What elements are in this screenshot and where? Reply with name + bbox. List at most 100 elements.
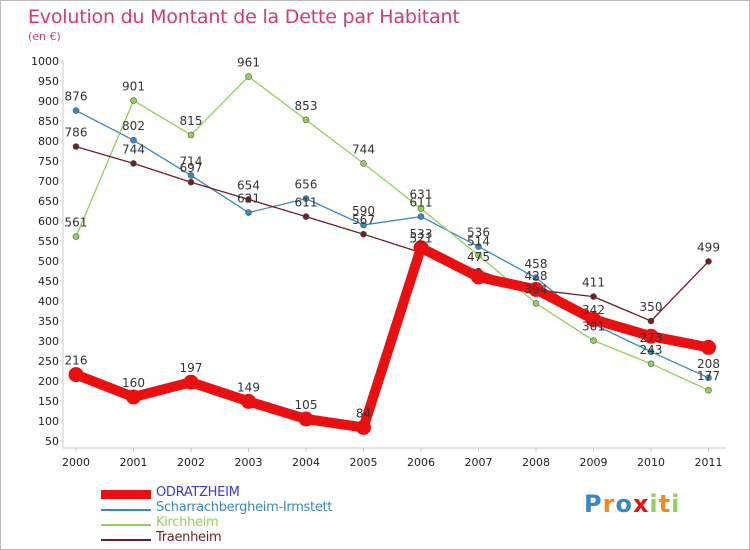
logo-letter: P	[584, 490, 603, 518]
y-tick-label: 800	[38, 135, 59, 148]
data-point	[360, 160, 367, 167]
data-label: 714	[180, 154, 203, 168]
legend-swatch	[101, 490, 151, 499]
data-point	[245, 209, 252, 216]
data-label: 350	[640, 300, 663, 314]
data-label: 815	[180, 114, 203, 128]
y-tick-label: 450	[38, 275, 59, 288]
legend-swatch	[101, 509, 151, 511]
data-label: 654	[237, 178, 260, 192]
data-point	[241, 393, 256, 409]
data-point	[647, 348, 655, 356]
legend-label: Traenheim	[156, 530, 222, 545]
data-label: 536	[467, 226, 490, 240]
logo-letter: t	[658, 490, 672, 518]
series-line-Traenheim	[75, 145, 710, 322]
data-point	[130, 136, 137, 144]
y-tick-label: 150	[38, 395, 59, 408]
data-point	[72, 107, 80, 114]
x-tick-label: 2006	[407, 456, 435, 469]
legend-swatch	[101, 524, 151, 526]
data-point	[68, 367, 84, 383]
y-tick-label: 950	[38, 75, 59, 88]
data-label: 521	[410, 232, 433, 246]
data-point	[471, 269, 486, 285]
logo-letter: i	[671, 490, 681, 518]
y-tick-label: 850	[38, 115, 59, 128]
data-point	[245, 73, 252, 80]
data-point	[705, 374, 712, 382]
data-point	[647, 317, 655, 325]
data-label: 533	[410, 227, 433, 241]
data-label: 961	[237, 56, 260, 70]
data-point	[475, 252, 482, 259]
data-point	[705, 258, 712, 265]
data-label: 499	[697, 240, 720, 254]
x-tick-label: 2001	[120, 456, 148, 469]
data-point	[643, 328, 659, 344]
data-point	[701, 339, 716, 355]
data-label: 428	[525, 269, 548, 283]
data-point	[183, 374, 199, 390]
data-label: 84	[356, 406, 371, 420]
data-label: 656	[295, 178, 318, 192]
data-label: 301	[582, 320, 605, 334]
y-tick-label: 300	[38, 335, 59, 348]
y-tick-label: 500	[38, 255, 59, 268]
data-label: 876	[65, 90, 88, 104]
series-line-Scharrachbergheim-Irmstett	[75, 109, 710, 379]
data-label: 567	[352, 213, 375, 227]
data-label: 160	[122, 376, 145, 390]
data-label: 786	[65, 126, 88, 140]
x-tick-label: 2008	[522, 456, 550, 469]
data-point	[647, 360, 655, 368]
data-point	[130, 97, 137, 104]
x-tick-label: 2009	[580, 456, 608, 469]
data-labels: 216 160 197 149 105 84 533 876 802 714 621 656 590 61…	[65, 56, 720, 421]
data-point	[126, 389, 141, 405]
data-point	[586, 311, 601, 327]
data-label: 394	[525, 282, 548, 296]
y-tick-label: 50	[45, 435, 59, 448]
legend-label: Kirchheim	[156, 515, 219, 530]
legend-label: Scharrachbergheim-Irmstett	[156, 500, 333, 515]
data-point	[302, 213, 310, 220]
data-point	[356, 419, 371, 435]
data-point	[417, 205, 425, 212]
data-label: 208	[697, 357, 720, 371]
data-point	[302, 116, 310, 124]
data-point	[187, 172, 195, 179]
data-label: 853	[295, 99, 318, 113]
x-tick-label: 2004	[292, 456, 320, 469]
data-label: 243	[640, 343, 663, 357]
data-label: 514	[467, 234, 490, 248]
y-tick-label: 1000	[31, 55, 59, 68]
logo-letter: o	[615, 490, 633, 518]
axes: 50 100 150 200 250 300 350 400 450 500 550 600 650 70…	[31, 55, 726, 469]
data-point	[413, 240, 429, 256]
data-point	[590, 293, 597, 300]
proxiti-logo: Proxiti	[584, 490, 680, 518]
data-label: 621	[237, 192, 260, 206]
data-label: 802	[122, 119, 145, 133]
data-label: 411	[582, 276, 605, 290]
x-tick-label: 2003	[235, 456, 263, 469]
data-point	[360, 221, 367, 229]
logo-letter: r	[602, 490, 616, 518]
data-label: 590	[352, 204, 375, 218]
x-tick-label: 2010	[637, 456, 665, 469]
data-point	[528, 281, 544, 297]
data-label: 697	[180, 161, 203, 175]
series-line-ODRATZHEIM	[71, 242, 714, 433]
data-point	[187, 131, 195, 139]
data-label: 611	[295, 196, 318, 210]
y-tick-label: 200	[38, 375, 59, 388]
legend-label: ODRATZHEIM	[156, 485, 240, 500]
y-tick-label: 400	[38, 295, 59, 308]
data-point	[298, 411, 314, 427]
x-tick-label: 2000	[62, 456, 90, 469]
data-label: 561	[65, 216, 88, 230]
data-point	[187, 178, 195, 186]
y-tick-label: 650	[38, 195, 59, 208]
logo-letter: i	[649, 490, 659, 518]
